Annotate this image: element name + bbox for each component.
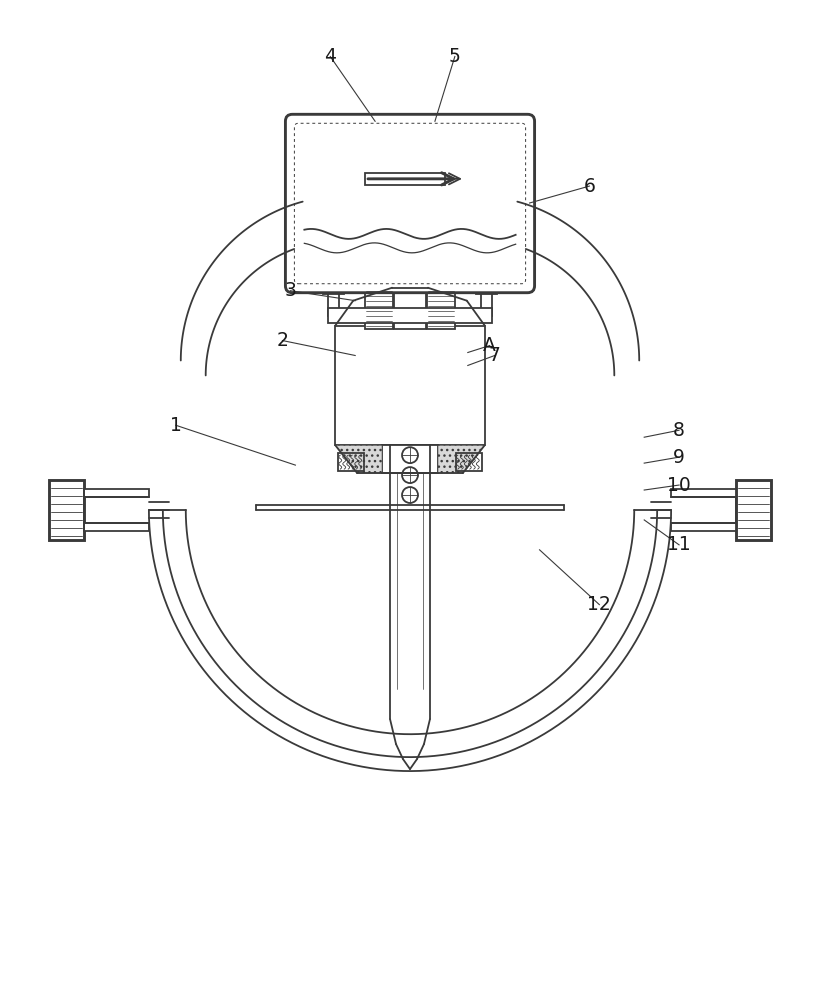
- Text: 7: 7: [488, 346, 500, 365]
- Bar: [475, 280, 496, 294]
- Text: 9: 9: [672, 448, 684, 467]
- Bar: [455, 453, 482, 471]
- Bar: [337, 453, 364, 471]
- Bar: [670, 489, 735, 497]
- FancyBboxPatch shape: [285, 114, 534, 293]
- Bar: [335, 326, 484, 445]
- Bar: [735, 480, 770, 540]
- Bar: [330, 286, 489, 291]
- Text: 3: 3: [284, 281, 296, 300]
- Text: 11: 11: [667, 535, 690, 554]
- Bar: [382, 445, 437, 473]
- Bar: [84, 523, 149, 531]
- Text: 2: 2: [276, 331, 288, 350]
- Bar: [84, 489, 149, 497]
- Bar: [364, 173, 445, 185]
- Bar: [323, 280, 344, 294]
- Text: 1: 1: [170, 416, 182, 435]
- Text: 4: 4: [324, 47, 336, 66]
- Bar: [427, 287, 455, 329]
- Bar: [670, 523, 735, 531]
- Bar: [364, 287, 392, 329]
- Text: A: A: [482, 336, 495, 355]
- Bar: [390, 445, 429, 473]
- Text: 6: 6: [583, 177, 595, 196]
- Text: 8: 8: [672, 421, 684, 440]
- Bar: [328, 308, 491, 323]
- Polygon shape: [437, 445, 484, 473]
- Text: 5: 5: [448, 47, 460, 66]
- Bar: [394, 287, 425, 329]
- Bar: [480, 286, 491, 316]
- Bar: [328, 286, 339, 316]
- Text: 12: 12: [586, 595, 610, 614]
- Polygon shape: [335, 445, 382, 473]
- Text: 10: 10: [667, 476, 690, 495]
- Bar: [49, 480, 84, 540]
